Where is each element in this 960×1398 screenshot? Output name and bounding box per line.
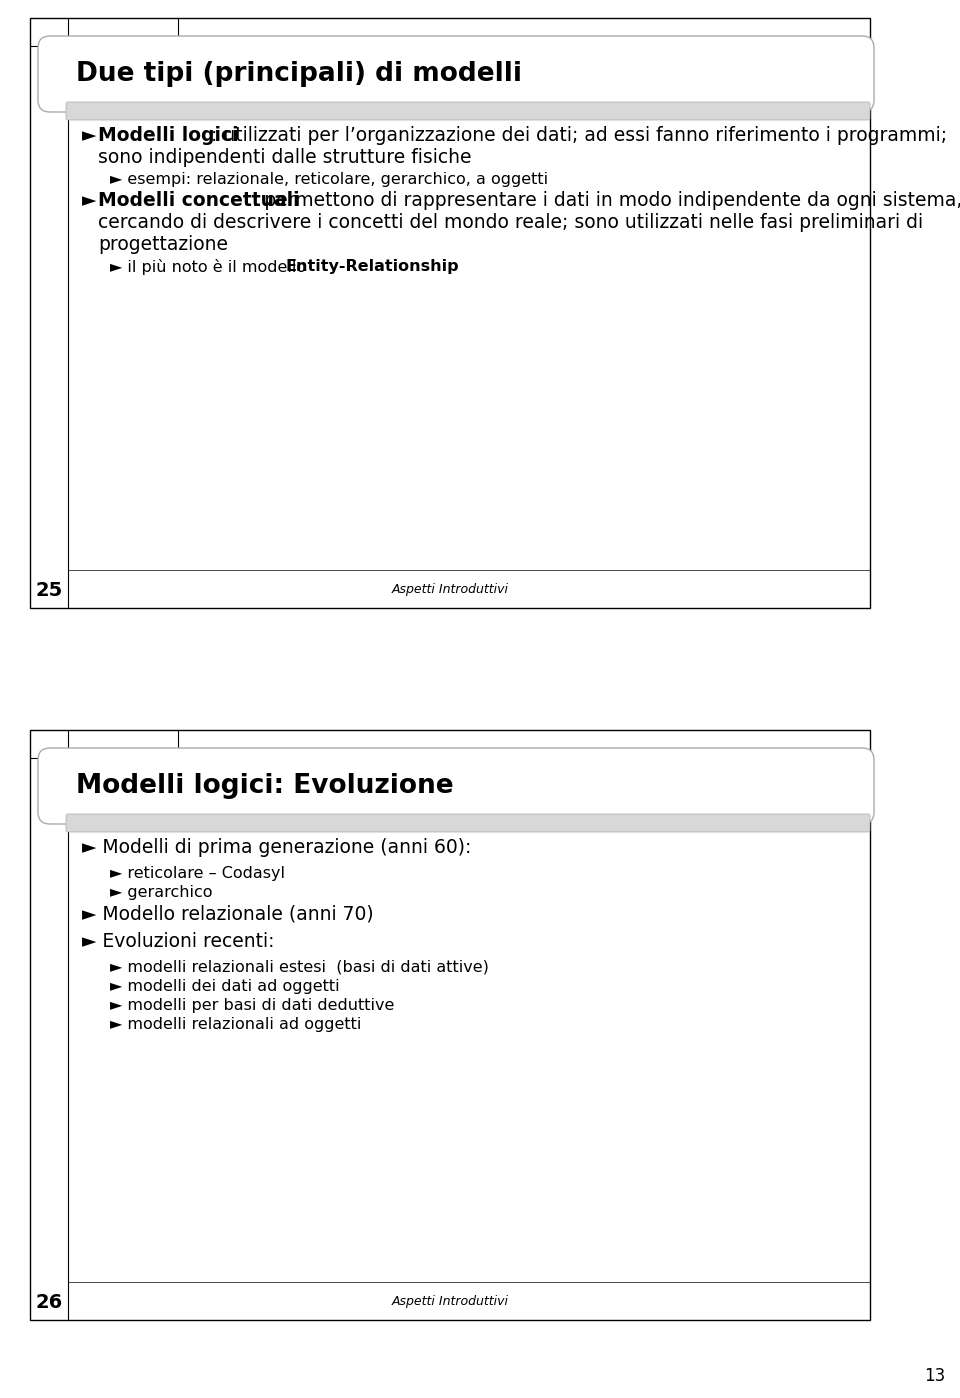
Text: Modelli logici: Modelli logici <box>98 126 239 145</box>
FancyBboxPatch shape <box>66 814 870 832</box>
Text: Due tipi (principali) di modelli: Due tipi (principali) di modelli <box>76 62 522 87</box>
FancyBboxPatch shape <box>38 748 874 823</box>
Text: ► modelli dei dati ad oggetti: ► modelli dei dati ad oggetti <box>110 979 340 994</box>
Text: ► Modello relazionale (anni 70): ► Modello relazionale (anni 70) <box>82 905 373 923</box>
Text: ► modelli relazionali estesi  (basi di dati attive): ► modelli relazionali estesi (basi di da… <box>110 960 489 974</box>
FancyBboxPatch shape <box>38 36 874 112</box>
FancyBboxPatch shape <box>66 102 870 120</box>
Text: : utilizzati per l’organizzazione dei dati; ad essi fanno riferimento i programm: : utilizzati per l’organizzazione dei da… <box>211 126 948 145</box>
Text: cercando di descrivere i concetti del mondo reale; sono utilizzati nelle fasi pr: cercando di descrivere i concetti del mo… <box>98 212 924 232</box>
Text: ► il più noto è il modello: ► il più noto è il modello <box>110 259 311 275</box>
FancyBboxPatch shape <box>30 730 870 1320</box>
Text: sono indipendenti dalle strutture fisiche: sono indipendenti dalle strutture fisich… <box>98 148 471 166</box>
Text: 25: 25 <box>36 580 62 600</box>
Text: ► gerarchico: ► gerarchico <box>110 885 212 900</box>
Text: Modelli concettuali: Modelli concettuali <box>98 192 300 210</box>
Text: Entity-Relationship: Entity-Relationship <box>285 259 459 274</box>
Text: ► modelli per basi di dati deduttive: ► modelli per basi di dati deduttive <box>110 998 395 1014</box>
Text: Aspetti Introduttivi: Aspetti Introduttivi <box>392 583 509 597</box>
Text: Modelli logici: Evoluzione: Modelli logici: Evoluzione <box>76 773 454 800</box>
Text: 13: 13 <box>924 1367 945 1385</box>
Text: ► Evoluzioni recenti:: ► Evoluzioni recenti: <box>82 932 275 951</box>
Text: Aspetti Introduttivi: Aspetti Introduttivi <box>392 1296 509 1309</box>
Text: ►: ► <box>82 192 103 210</box>
Text: progettazione: progettazione <box>98 235 228 254</box>
Text: ► reticolare – Codasyl: ► reticolare – Codasyl <box>110 865 285 881</box>
FancyBboxPatch shape <box>30 18 870 608</box>
Text: ► Modelli di prima generazione (anni 60):: ► Modelli di prima generazione (anni 60)… <box>82 837 471 857</box>
Text: 26: 26 <box>36 1293 62 1311</box>
Text: ► esempi: relazionale, reticolare, gerarchico, a oggetti: ► esempi: relazionale, reticolare, gerar… <box>110 172 548 187</box>
Text: : permettono di rappresentare i dati in modo indipendente da ogni sistema,: : permettono di rappresentare i dati in … <box>252 192 960 210</box>
Text: ► modelli relazionali ad oggetti: ► modelli relazionali ad oggetti <box>110 1016 361 1032</box>
Text: ►: ► <box>82 126 103 145</box>
